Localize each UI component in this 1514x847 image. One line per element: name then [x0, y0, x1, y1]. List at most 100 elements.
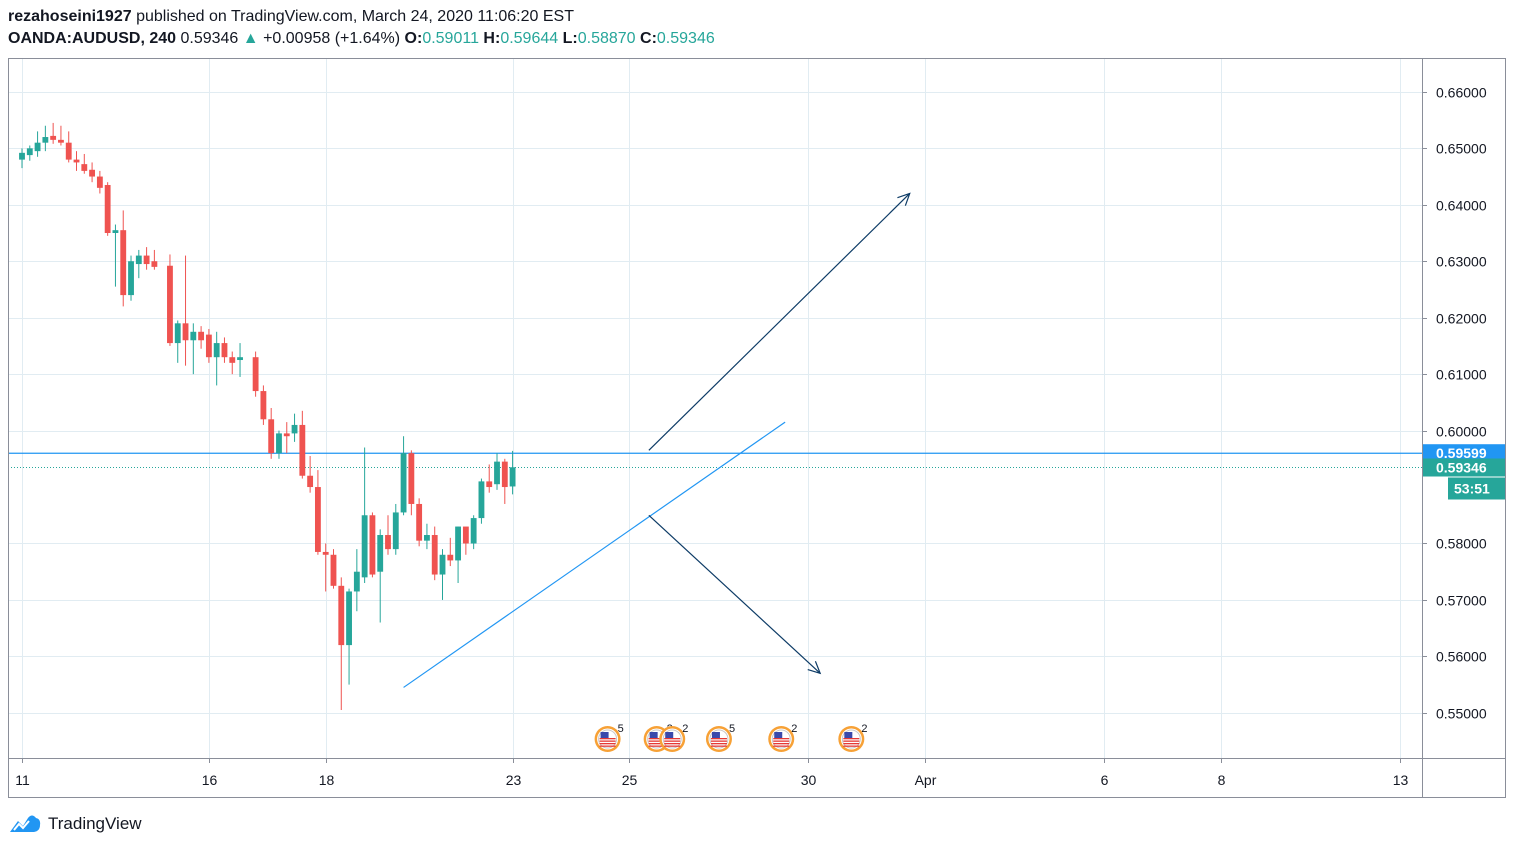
economic-events[interactable]: 522522: [594, 723, 868, 752]
event-count: 5: [729, 723, 735, 735]
x-tick-label: 8: [1218, 772, 1226, 788]
candle-body[interactable]: [96, 176, 103, 188]
candle-body[interactable]: [143, 255, 150, 265]
candle-body[interactable]: [229, 357, 236, 363]
us-flag-event-icon[interactable]: 5: [594, 723, 624, 752]
candle-body[interactable]: [509, 467, 516, 487]
candle-body[interactable]: [26, 148, 33, 156]
candle-body[interactable]: [400, 453, 407, 513]
candle-body[interactable]: [65, 142, 72, 160]
flag-stripe: [664, 738, 681, 740]
candle-body[interactable]: [260, 391, 267, 420]
flag-stripe: [648, 738, 665, 740]
candle-body[interactable]: [322, 551, 329, 555]
y-tick-label: 0.55000: [1436, 706, 1487, 722]
candle-body[interactable]: [314, 487, 321, 552]
last-price-label: 0.59346: [1436, 460, 1487, 476]
candle-body[interactable]: [167, 265, 173, 344]
candles[interactable]: [19, 122, 516, 711]
candle-body[interactable]: [361, 515, 368, 578]
candle-body[interactable]: [353, 571, 360, 592]
arrow-up[interactable]: [648, 193, 911, 451]
candle-body[interactable]: [81, 164, 88, 171]
candle-body[interactable]: [447, 554, 454, 561]
candle-body[interactable]: [283, 433, 290, 437]
author-name[interactable]: rezahoseini1927: [8, 8, 132, 25]
candle-body[interactable]: [392, 512, 399, 550]
flag-stripe: [648, 740, 665, 742]
candle-body[interactable]: [89, 169, 96, 177]
candle-body[interactable]: [213, 343, 220, 358]
candle-body[interactable]: [205, 334, 212, 358]
candle-body[interactable]: [128, 261, 134, 296]
us-flag-event-icon[interactable]: 2: [659, 723, 688, 752]
candle-body[interactable]: [424, 535, 430, 541]
chart-area[interactable]: 5 2 25 2 2 0.66000 0.65000 0.64000 0.63000 0.620…: [8, 58, 1506, 798]
candle-body[interactable]: [408, 453, 415, 504]
candle-body[interactable]: [182, 323, 189, 341]
candle-body[interactable]: [120, 230, 127, 296]
candle-body[interactable]: [276, 433, 282, 454]
candle-body[interactable]: [439, 554, 446, 575]
arrow-down[interactable]: [648, 514, 821, 674]
x-tick-label: 16: [202, 772, 218, 788]
candle-body[interactable]: [369, 515, 376, 575]
candle-body[interactable]: [338, 585, 345, 646]
candle-body[interactable]: [151, 261, 158, 267]
candle-body[interactable]: [462, 526, 469, 544]
candle-body[interactable]: [190, 331, 197, 341]
trend-line[interactable]: [403, 421, 786, 688]
flag-stripe: [710, 743, 727, 745]
candle-body[interactable]: [34, 142, 41, 152]
candle-body[interactable]: [416, 503, 423, 541]
flag-stripe: [710, 738, 727, 740]
candle-body[interactable]: [291, 424, 298, 434]
candle-body[interactable]: [58, 139, 64, 143]
flag-canton: [844, 732, 853, 738]
candle-body[interactable]: [112, 230, 119, 233]
candle-body[interactable]: [470, 518, 477, 544]
candle-body[interactable]: [299, 424, 306, 476]
candle-body[interactable]: [431, 535, 438, 575]
candle-body[interactable]: [494, 461, 500, 485]
us-flag-event-icon[interactable]: 2: [768, 723, 797, 752]
candle-body[interactable]: [501, 461, 508, 488]
y-tick-label: 0.61000: [1436, 367, 1487, 383]
candle-body[interactable]: [478, 481, 485, 519]
candle-body[interactable]: [42, 137, 49, 143]
close-label: C:: [640, 30, 657, 47]
candle-body[interactable]: [330, 554, 337, 586]
candle-body[interactable]: [268, 419, 275, 454]
tradingview-logo-icon[interactable]: [8, 814, 42, 834]
candle-body[interactable]: [237, 357, 243, 361]
candle-body[interactable]: [135, 255, 142, 265]
countdown-label: 53:51: [1454, 481, 1490, 497]
x-tick-label: 13: [1393, 772, 1409, 788]
candle-body[interactable]: [252, 357, 259, 392]
candle-body[interactable]: [307, 475, 314, 488]
x-tick-label: Apr: [915, 772, 937, 788]
change-arrow-icon: ▲: [242, 30, 259, 47]
candle-body[interactable]: [198, 331, 205, 341]
candle-body[interactable]: [377, 535, 384, 572]
candle-body[interactable]: [19, 152, 25, 160]
candle-body[interactable]: [385, 535, 391, 550]
candle-body[interactable]: [486, 481, 493, 488]
open-label: O:: [404, 30, 423, 47]
candle-body[interactable]: [174, 323, 181, 344]
candle-body[interactable]: [455, 526, 461, 561]
candle-body[interactable]: [104, 185, 111, 233]
y-tick-label: 0.64000: [1436, 198, 1487, 214]
candle-body[interactable]: [73, 159, 80, 163]
drawings[interactable]: [403, 192, 911, 688]
flag-stripe: [773, 740, 790, 742]
brand-name[interactable]: TradingView: [48, 814, 142, 833]
flag-canton: [774, 732, 783, 738]
candle-body[interactable]: [346, 591, 352, 646]
candle-body[interactable]: [50, 135, 57, 140]
low-label: L:: [562, 30, 578, 47]
us-flag-event-icon[interactable]: 2: [838, 723, 867, 752]
candle-body[interactable]: [221, 343, 228, 358]
us-flag-event-icon[interactable]: 5: [705, 723, 735, 752]
price-chart[interactable]: 5 2 25 2 2 0.66000 0.65000 0.64000 0.63000 0.620…: [8, 58, 1506, 798]
